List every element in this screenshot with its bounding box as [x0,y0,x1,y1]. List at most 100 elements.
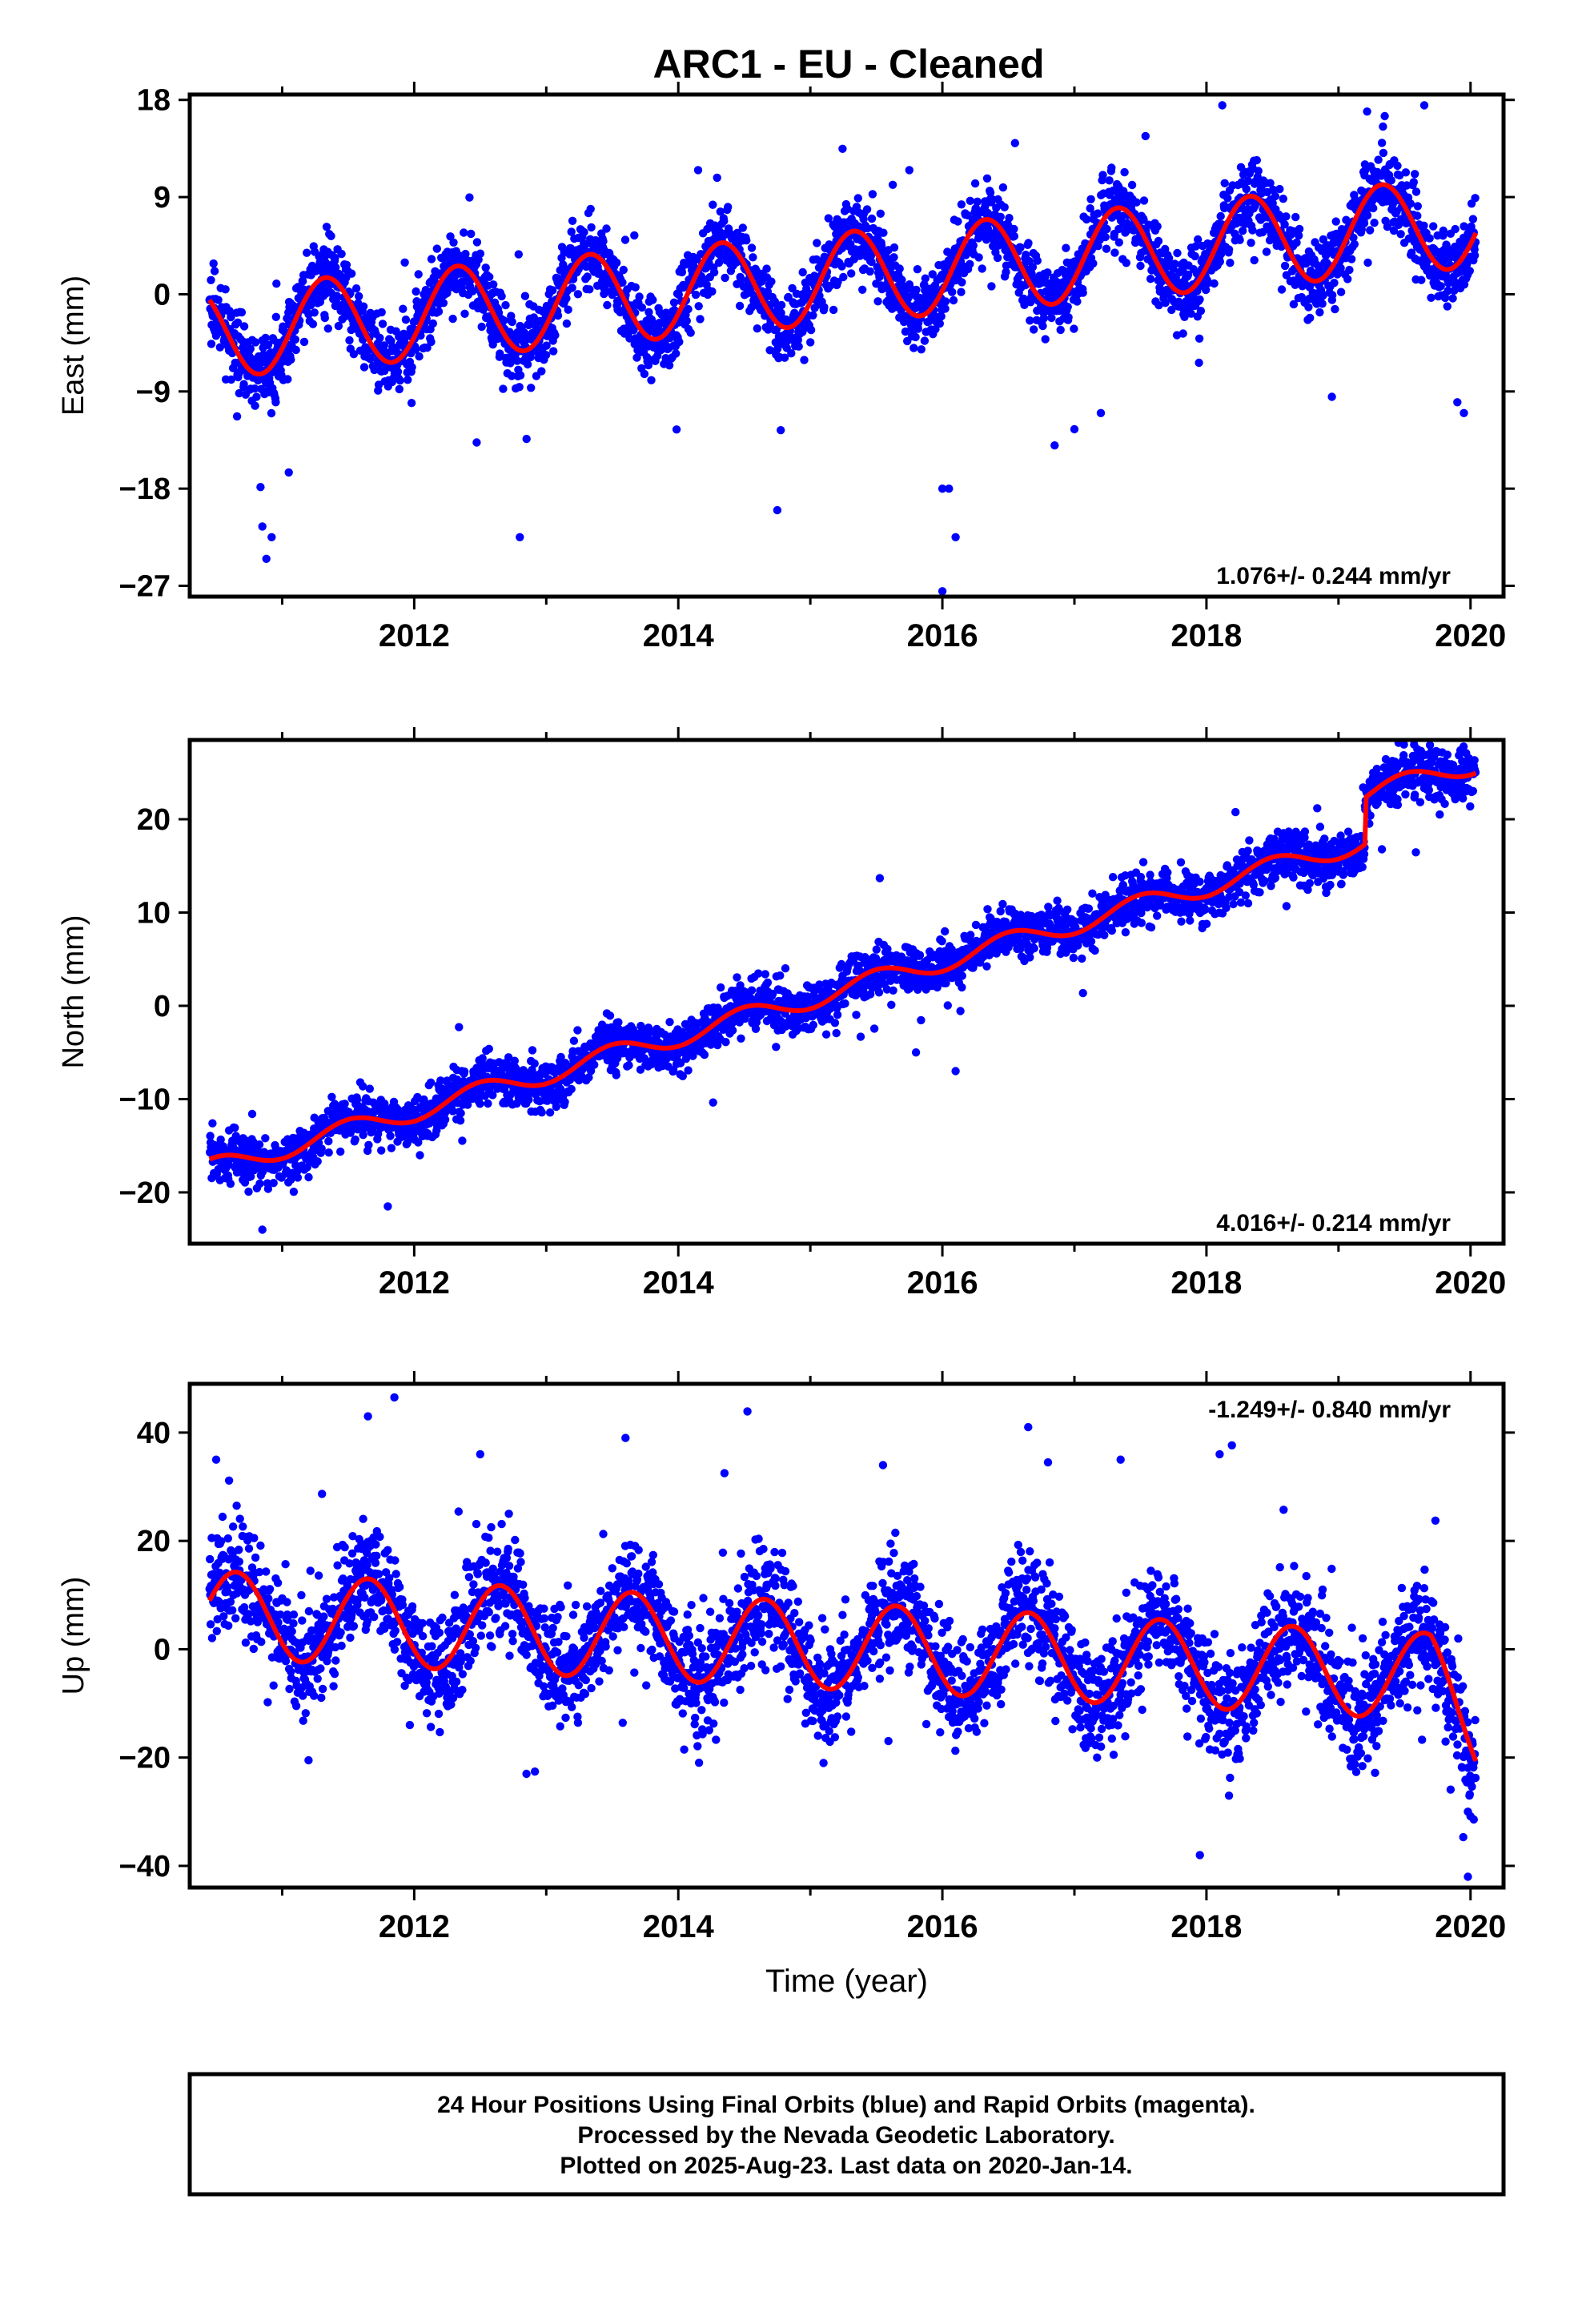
data-point [821,1030,831,1039]
data-point [1107,163,1116,172]
data-point [1073,297,1082,306]
data-point [293,1173,303,1182]
data-point [479,305,488,314]
data-point [355,292,363,301]
data-point [1173,248,1182,258]
data-point [921,274,930,283]
data-point [272,279,281,288]
data-point [207,340,216,348]
data-point [708,287,717,296]
data-point [331,263,340,272]
data-point [909,344,918,352]
data-point [865,267,874,276]
data-point [694,302,703,311]
data-point [669,298,679,307]
data-point [1279,195,1288,203]
east-y-axis-label: East (mm) [57,275,90,416]
data-point [1370,219,1379,227]
data-point [761,312,769,320]
data-point [640,369,649,379]
data-point [1318,300,1327,308]
data-point [602,224,611,233]
data-point [526,352,535,362]
data-point [1132,198,1141,207]
data-point [251,338,260,347]
data-point [733,973,741,982]
data-point [1350,239,1359,249]
data-point [1102,244,1111,253]
data-point [324,1136,333,1146]
data-point [500,316,508,325]
data-point [1089,259,1098,268]
data-point [957,287,966,296]
data-point [349,350,359,359]
data-point [313,1157,322,1166]
data-point [618,278,627,287]
data-point [686,328,695,337]
data-point [1210,279,1219,288]
data-point [691,290,701,300]
data-point [221,285,230,294]
data-point [291,345,300,355]
data-point [1359,219,1369,227]
data-point [377,308,386,317]
data-point [408,363,416,372]
data-point [537,367,546,376]
data-point [1196,307,1206,316]
data-point [404,376,412,384]
data-point [428,319,437,328]
data-point [449,238,458,247]
data-point [252,392,261,401]
data-point [1417,275,1426,284]
data-point [765,346,774,355]
data-point [537,1108,546,1117]
data-point [568,283,576,292]
data-point [587,223,596,232]
east-points-layer [205,101,1480,596]
x-tick-label: 2012 [379,618,450,653]
data-point [911,332,920,342]
data-point [476,1100,484,1108]
data-point [499,384,508,393]
data-point [214,296,223,304]
data-point [472,238,482,247]
y-tick-label: 0 [154,278,171,312]
data-point [637,303,646,312]
data-point [858,285,867,294]
data-point [489,280,498,289]
x-tick-label: 2014 [643,618,715,653]
data-point [1271,191,1280,201]
data-point [456,1108,465,1118]
data-point [1141,131,1150,141]
data-point [665,361,674,370]
data-point [1146,275,1155,283]
data-point [1465,267,1475,275]
data-point [1379,148,1388,158]
north-points-layer [206,738,1480,1234]
data-point [484,1099,492,1108]
data-point [1178,329,1187,338]
data-point [647,376,656,384]
data-point [802,284,811,293]
data-point [308,320,318,328]
data-point [973,197,982,206]
data-point [227,375,235,384]
data-point [1471,194,1480,203]
data-point [287,355,295,364]
data-point [935,319,945,328]
data-point [603,300,612,310]
data-point [625,334,634,343]
data-point [299,277,307,286]
outlier-point [1096,408,1106,417]
data-point [948,287,957,296]
data-point [386,1132,395,1140]
y-tick-label: 9 [154,181,171,215]
data-point [1275,184,1284,194]
data-point [619,265,628,275]
data-point [239,322,249,331]
data-point [560,1097,569,1107]
data-point [251,384,259,393]
data-point [529,313,538,322]
data-point [261,1134,270,1143]
data-point [246,344,255,353]
